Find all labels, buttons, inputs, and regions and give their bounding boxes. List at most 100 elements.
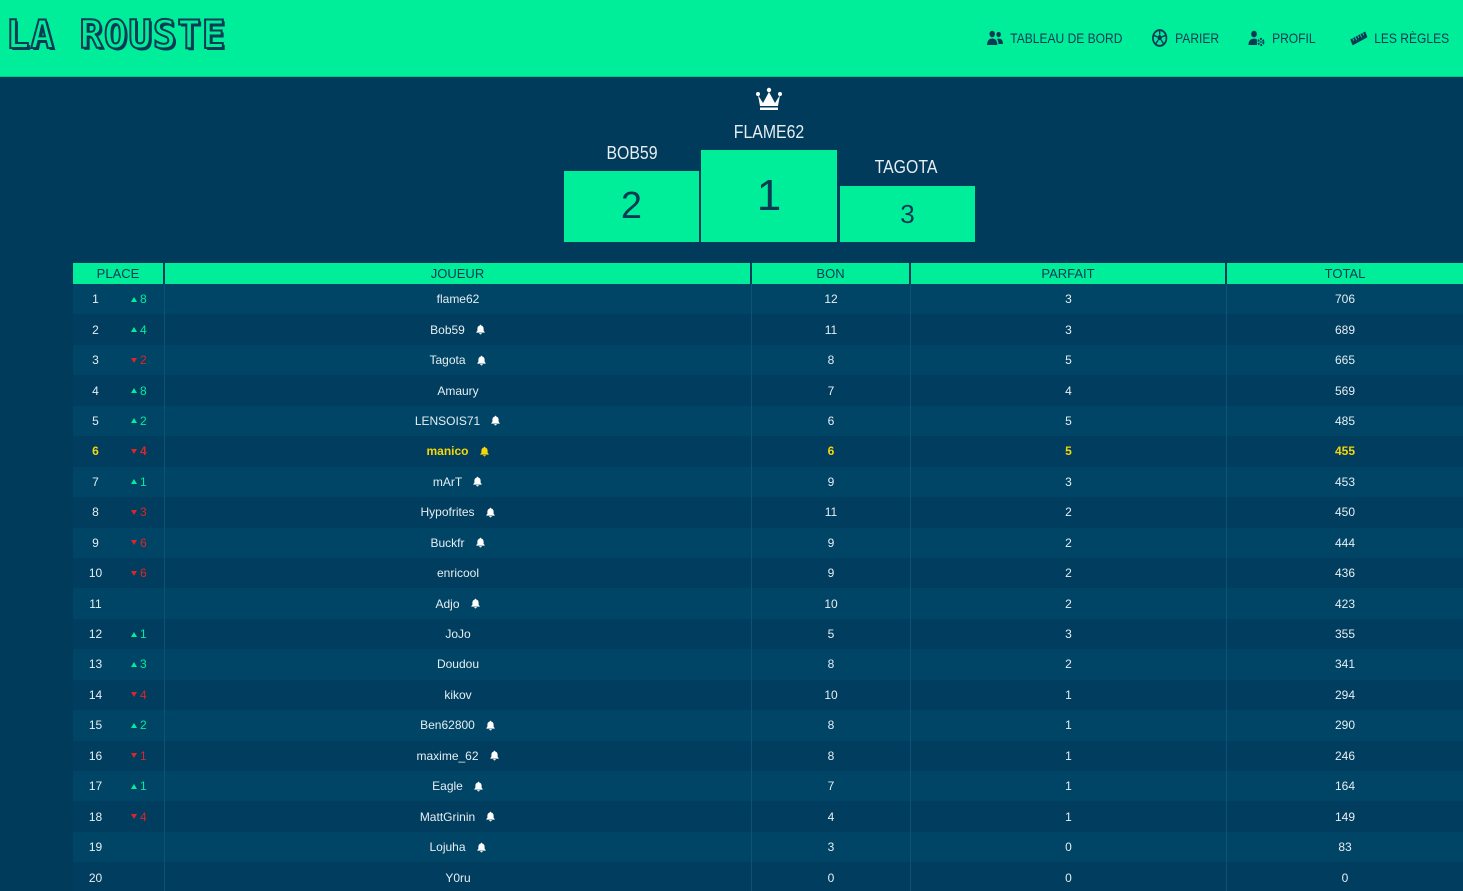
place-number: 2 [92,322,99,337]
bon-cell: 5 [752,618,911,650]
rank-change: 3 [131,505,147,519]
rank-change-value: 2 [140,718,147,733]
player-name[interactable]: Y0ru [445,870,471,885]
total-cell: 0 [1341,870,1349,885]
total-cell: 450 [1334,505,1356,520]
place-number: 9 [92,535,99,550]
player-name[interactable]: flame62 [436,292,480,307]
table-row: 5 2 LENSOIS71 6 5 485 [73,405,1463,437]
player-name[interactable]: Ben62800 [420,718,475,733]
arrow-up-icon [131,722,137,728]
header-place[interactable]: PLACE [73,263,165,284]
total-cell: 294 [1334,687,1356,702]
player-name[interactable]: Lojuha [429,840,466,855]
player-name[interactable]: Amaury [437,383,479,398]
rank-change-value: 1 [140,779,147,794]
player-cell: Eagle [165,771,752,802]
total-cell: 290 [1334,718,1356,733]
header-total[interactable]: TOTAL [1324,266,1366,281]
total-cell: 706 [1334,292,1356,307]
arrow-up-icon [131,661,137,667]
parfait-cell: 3 [911,284,1227,315]
total-cell: 436 [1334,566,1356,581]
player-cell: JoJo [165,618,752,650]
nav-rules[interactable]: LES RÈGLES [1350,29,1449,47]
player-cell: manico [165,436,752,467]
arrow-up-icon [131,418,137,424]
player-name[interactable]: Adjo [435,596,460,611]
player-cell: Adjo [165,588,752,619]
header-bon[interactable]: BON [752,263,911,284]
player-name[interactable]: MattGrinin [419,809,476,824]
parfait-cell: 1 [911,801,1227,832]
rank-change: 2 [131,718,147,732]
place-number: 19 [88,840,103,855]
rank-change: 1 [131,627,147,641]
player-cell: Ben62800 [165,710,752,741]
app-logo[interactable]: LA ROUSTE [5,13,227,59]
total-cell: 485 [1334,413,1356,428]
users-icon [986,30,1003,45]
place-number: 18 [88,809,103,824]
header-player[interactable]: JOUEUR [165,263,752,284]
player-name[interactable]: Hypofrites [420,505,475,520]
player-name[interactable]: Doudou [436,657,480,672]
arrow-up-icon [131,327,137,333]
bon-cell: 11 [752,314,911,345]
rank-change: 2 [131,353,147,367]
table-body: 1 8 flame62 12 3 706 2 4 Bob59 11 3 689 3 2 Tagota 8 5 66… [73,284,1463,891]
rank-change-value: 8 [140,292,147,307]
table-row: 15 2 Ben62800 8 1 290 [73,710,1463,741]
parfait-cell: 3 [911,618,1227,650]
main-nav: TABLEAU DE BORD PARIER PROFIL [964,26,1449,50]
nav-dashboard[interactable]: TABLEAU DE BORD [986,29,1122,47]
player-cell: LENSOIS71 [165,405,752,437]
player-name[interactable]: JoJo [445,627,471,642]
table-row: 16 1 maxime_62 8 1 246 [73,740,1463,771]
player-name[interactable]: LENSOIS71 [414,413,481,428]
place-number: 14 [88,687,103,702]
place-cell: 18 4 [73,801,165,832]
bon-cell: 4 [752,801,911,832]
total-cell: 569 [1334,383,1356,398]
arrow-up-icon [131,388,137,394]
crown-icon [756,87,782,110]
player-name[interactable]: Buckfr [430,535,465,550]
place-number: 8 [92,505,99,520]
player-name[interactable]: Bob59 [430,322,465,337]
parfait-cell: 2 [911,588,1227,619]
total-cell: 453 [1334,474,1356,489]
parfait-cell: 5 [911,405,1227,437]
rank-change-value: 1 [140,474,147,489]
bell-icon [485,507,495,518]
bell-icon [476,324,485,335]
rank-change: 1 [131,749,147,763]
table-row: 6 4 manico 6 5 455 [73,436,1463,467]
player-name[interactable]: maxime_62 [416,748,479,763]
player-name[interactable]: Eagle [432,779,463,794]
bon-cell: 3 [752,831,911,863]
bon-cell: 7 [752,375,911,406]
nav-profile-label: PROFIL [1272,30,1316,46]
total-cell: 444 [1334,535,1356,550]
place-cell: 15 2 [73,710,165,741]
player-name[interactable]: mArT [432,474,463,489]
bell-icon [491,416,500,426]
nav-profile[interactable]: PROFIL [1248,29,1316,47]
ranking-table: PLACE JOUEUR BON PARFAIT TOTAL 1 8 flame62… [73,263,1463,891]
top-bar: LA ROUSTE TABLEAU DE BORD PARIER [0,0,1463,77]
player-name[interactable]: manico [426,444,469,459]
podium-second-block: 2 [564,171,699,242]
place-cell: 17 1 [73,771,165,802]
bell-icon [486,720,495,731]
player-name[interactable]: Tagota [429,353,466,368]
table-row: 10 6 enricool 9 2 436 [73,557,1463,589]
nav-bet[interactable]: PARIER [1151,29,1219,47]
header-parfait[interactable]: PARFAIT [911,263,1227,284]
total-cell: 164 [1334,779,1356,794]
player-name[interactable]: kikov [444,687,472,702]
rank-change: 6 [131,566,147,580]
player-cell: flame62 [165,284,752,315]
player-name[interactable]: enricool [436,566,480,581]
parfait-cell: 0 [911,831,1227,863]
